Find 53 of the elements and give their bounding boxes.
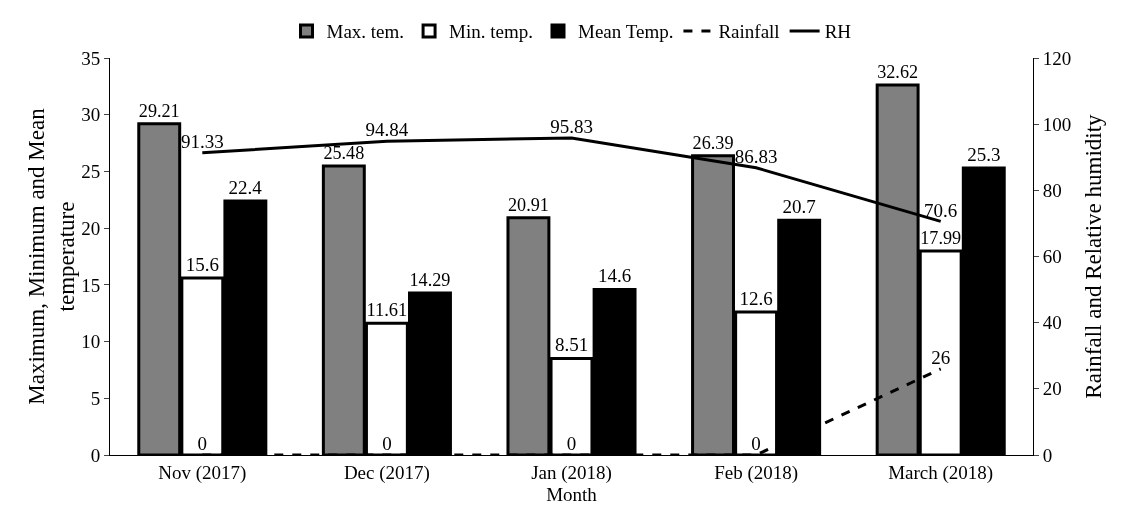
- y-tick-label: 0: [90, 444, 101, 466]
- y-tick-label: 20: [81, 217, 101, 239]
- legend-label: Min. temp.: [449, 21, 533, 43]
- data-label: 0: [382, 433, 392, 455]
- data-label: 17.99: [920, 228, 962, 249]
- legend-label: Max. tem.: [326, 21, 405, 43]
- data-label: 86.83: [734, 145, 778, 167]
- data-label: 11.61: [366, 300, 408, 321]
- data-label: 20.91: [507, 194, 549, 215]
- y-tick-label: 10: [81, 331, 101, 353]
- data-label: 22.4: [228, 176, 263, 198]
- data-label: 0: [751, 433, 761, 455]
- y2-tick-label: 100: [1042, 113, 1072, 135]
- y-tick-label: 15: [81, 274, 101, 296]
- y-tick-label: 30: [81, 104, 101, 126]
- data-label: 20.7: [782, 196, 816, 218]
- data-label: 32.62: [877, 62, 919, 83]
- data-label: 26: [931, 347, 951, 369]
- y-tick-label: 5: [90, 387, 101, 409]
- y2-tick-label: 80: [1042, 179, 1062, 201]
- x-tick-label: Feb (2018): [714, 461, 799, 484]
- legend-label: RH: [824, 21, 852, 43]
- data-label: 0: [566, 433, 577, 455]
- data-label: 14.6: [597, 265, 632, 287]
- y-axis-title: Maximum, Minimum and Mean temperature: [24, 107, 80, 405]
- data-label: 25.3: [967, 144, 1001, 166]
- legend-label: Rainfall: [718, 21, 780, 43]
- data-label: 91.33: [180, 131, 224, 153]
- y2-tick-label: 120: [1042, 47, 1072, 69]
- data-label: 70.6: [924, 199, 958, 221]
- data-label: 95.83: [550, 116, 593, 138]
- data-label: 29.21: [138, 100, 180, 121]
- data-label: 94.84: [365, 119, 409, 141]
- y2-tick-label: 40: [1042, 312, 1062, 334]
- data-label: 25.48: [323, 143, 365, 164]
- legend-label: Mean Temp.: [578, 21, 674, 43]
- y2-tick-label: 60: [1042, 246, 1062, 268]
- y-tick-label: 35: [81, 47, 101, 69]
- y2-tick-label: 20: [1042, 378, 1062, 400]
- x-axis-title: Month: [546, 483, 598, 505]
- data-label: 12.6: [739, 288, 773, 310]
- y2-tick-label: 0: [1042, 444, 1053, 466]
- x-tick-label: March (2018): [888, 461, 994, 484]
- data-label: 14.29: [409, 270, 451, 291]
- y2-axis-title: Rainfall and Relative humidity: [1080, 113, 1106, 399]
- data-label: 8.51: [554, 334, 589, 356]
- data-label: 0: [197, 433, 208, 455]
- x-tick-label: Nov (2017): [158, 461, 247, 484]
- data-label: 15.6: [185, 254, 219, 276]
- data-label: 26.39: [692, 132, 734, 153]
- x-tick-label: Jan (2018): [531, 461, 612, 484]
- x-tick-label: Dec (2017): [343, 461, 430, 484]
- y-tick-label: 25: [81, 161, 101, 183]
